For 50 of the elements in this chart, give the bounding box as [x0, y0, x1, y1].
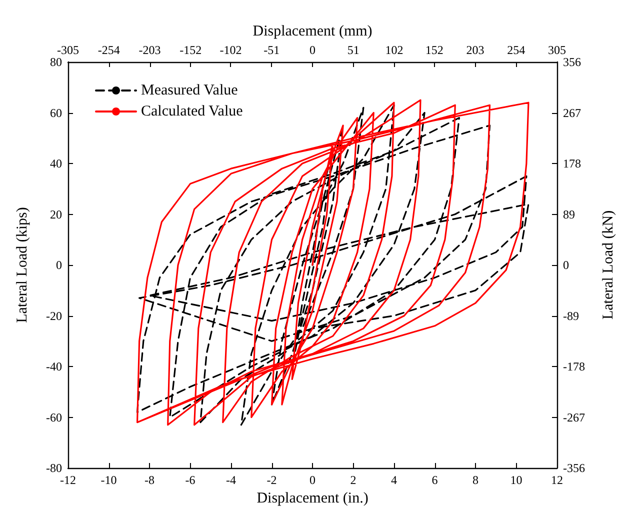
- x2-tick-label: 305: [548, 43, 566, 57]
- y2-tick-label: -89: [563, 308, 579, 323]
- x2-tick-label: 254: [507, 43, 526, 57]
- x-tick-label: 10: [510, 473, 522, 487]
- x2-axis-title: Displacement (mm): [252, 24, 372, 40]
- x-tick-label: 6: [432, 473, 438, 487]
- x2-tick-label: -51: [264, 43, 280, 57]
- x-tick-label: -8: [144, 473, 154, 487]
- x2-tick-label: -254: [98, 43, 120, 57]
- legend-label: Calculated Value: [141, 104, 244, 120]
- y-tick-label: 20: [50, 207, 62, 222]
- x2-tick-label: 0: [310, 43, 316, 57]
- y2-tick-label: 267: [563, 106, 581, 120]
- y2-tick-label: 178: [563, 156, 581, 170]
- y2-tick-label: 0: [563, 258, 569, 272]
- legend-label: Measured Value: [141, 82, 238, 98]
- y2-tick-label: -356: [563, 461, 585, 475]
- x-tick-label: 0: [310, 473, 316, 487]
- x-tick-label: -4: [226, 473, 236, 487]
- x-tick-label: 2: [350, 473, 356, 487]
- y-tick-label: 40: [50, 156, 62, 170]
- x2-tick-label: -305: [57, 43, 79, 57]
- x2-tick-label: 51: [347, 43, 360, 57]
- x-axis-title: Displacement (in.): [256, 490, 368, 506]
- y-tick-label: -40: [46, 360, 62, 374]
- y2-tick-label: 89: [563, 207, 575, 222]
- x-tick-label: -12: [60, 473, 76, 487]
- y-tick-label: 60: [50, 106, 62, 120]
- x2-tick-label: -152: [180, 43, 202, 57]
- y2-tick-label: -267: [563, 410, 585, 424]
- y2-tick-label: -178: [563, 360, 585, 374]
- x-tick-label: 4: [391, 473, 397, 487]
- x-tick-label: -2: [266, 473, 277, 487]
- y-tick-label: 0: [56, 258, 62, 272]
- x-tick-label: -6: [185, 473, 196, 487]
- x2-tick-label: 203: [466, 43, 484, 57]
- y-tick-label: 80: [50, 55, 62, 69]
- y2-axis-title: Lateral Load (kN): [600, 210, 616, 320]
- x2-tick-label: 102: [385, 43, 404, 57]
- x2-tick-label: 152: [425, 43, 444, 57]
- y2-tick-label: 356: [563, 55, 581, 69]
- x-tick-label: -10: [100, 473, 117, 487]
- x-tick-label: 8: [472, 473, 478, 487]
- y-tick-label: -60: [46, 410, 62, 424]
- y-tick-label: -20: [46, 308, 62, 323]
- x-tick-label: 12: [551, 473, 563, 487]
- y-axis-title: Lateral Load (kips): [14, 207, 30, 323]
- x2-tick-label: -102: [220, 43, 242, 57]
- y-tick-label: -80: [46, 461, 62, 475]
- x2-tick-label: -203: [138, 43, 161, 57]
